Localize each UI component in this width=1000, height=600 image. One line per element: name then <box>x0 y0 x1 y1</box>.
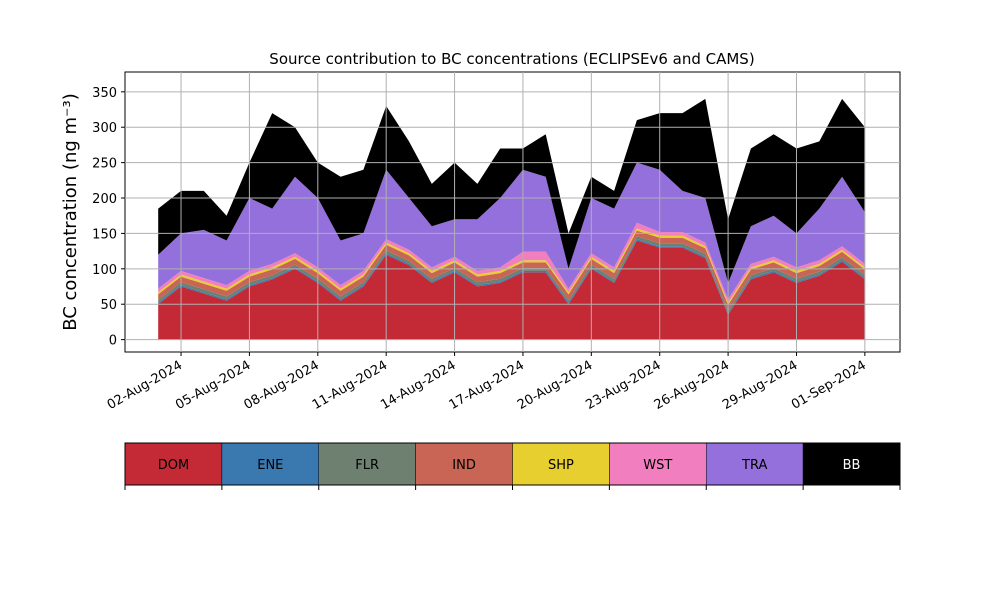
y-tick-label: 300 <box>92 121 117 136</box>
legend-swatch <box>802 442 901 486</box>
x-tick-label: 23-Aug-2024 <box>583 358 663 413</box>
legend-label: FLR <box>355 458 379 473</box>
x-tick-label: 08-Aug-2024 <box>241 358 321 413</box>
area <box>158 98 865 284</box>
y-tick-label: 100 <box>92 263 117 278</box>
area <box>158 230 865 311</box>
y-axis-label: BC concentration (ng m⁻³) <box>60 93 81 331</box>
legend-frame <box>124 442 901 486</box>
x-tick-label: 29-Aug-2024 <box>720 358 800 413</box>
x-tick-label: 26-Aug-2024 <box>652 358 732 413</box>
plot-area <box>158 98 865 340</box>
x-tick-label: 01-Sep-2024 <box>789 358 869 413</box>
legend-label: BB <box>843 458 861 473</box>
legend-label: DOM <box>158 458 189 473</box>
x-tick-label: 17-Aug-2024 <box>447 358 527 413</box>
area <box>158 228 865 305</box>
y-tick-label: 250 <box>92 157 117 172</box>
legend: DOM ENE FLR IND SHP WST TRA BB <box>124 442 901 490</box>
area <box>158 236 865 314</box>
area <box>158 239 865 315</box>
y-tick-label: 150 <box>92 227 117 242</box>
x-tick-label: 02-Aug-2024 <box>105 358 185 413</box>
legend-label: ENE <box>257 458 283 473</box>
chart-title: Source contribution to BC concentrations… <box>269 50 754 68</box>
y-tick-label: 0 <box>109 334 117 349</box>
legend-swatch <box>706 442 804 486</box>
x-tick-label: 20-Aug-2024 <box>515 358 595 413</box>
legend-label: WST <box>643 458 672 473</box>
legend-label: SHP <box>548 458 574 473</box>
y-tick-label: 200 <box>92 192 117 207</box>
x-tick-label: 05-Aug-2024 <box>173 358 253 413</box>
legend-swatch <box>609 442 707 486</box>
legend-swatch <box>221 442 319 486</box>
y-tick-label: 50 <box>100 298 117 313</box>
legend-swatch <box>318 442 416 486</box>
x-tick-label: 14-Aug-2024 <box>378 358 458 413</box>
plot-frame <box>124 71 901 353</box>
area <box>158 162 865 300</box>
legend-label: IND <box>452 458 476 473</box>
area <box>158 222 865 303</box>
x-tick-label: 11-Aug-2024 <box>310 358 390 413</box>
area <box>158 240 865 340</box>
legend-label: TRA <box>741 458 767 473</box>
y-tick-label: 350 <box>92 86 117 101</box>
